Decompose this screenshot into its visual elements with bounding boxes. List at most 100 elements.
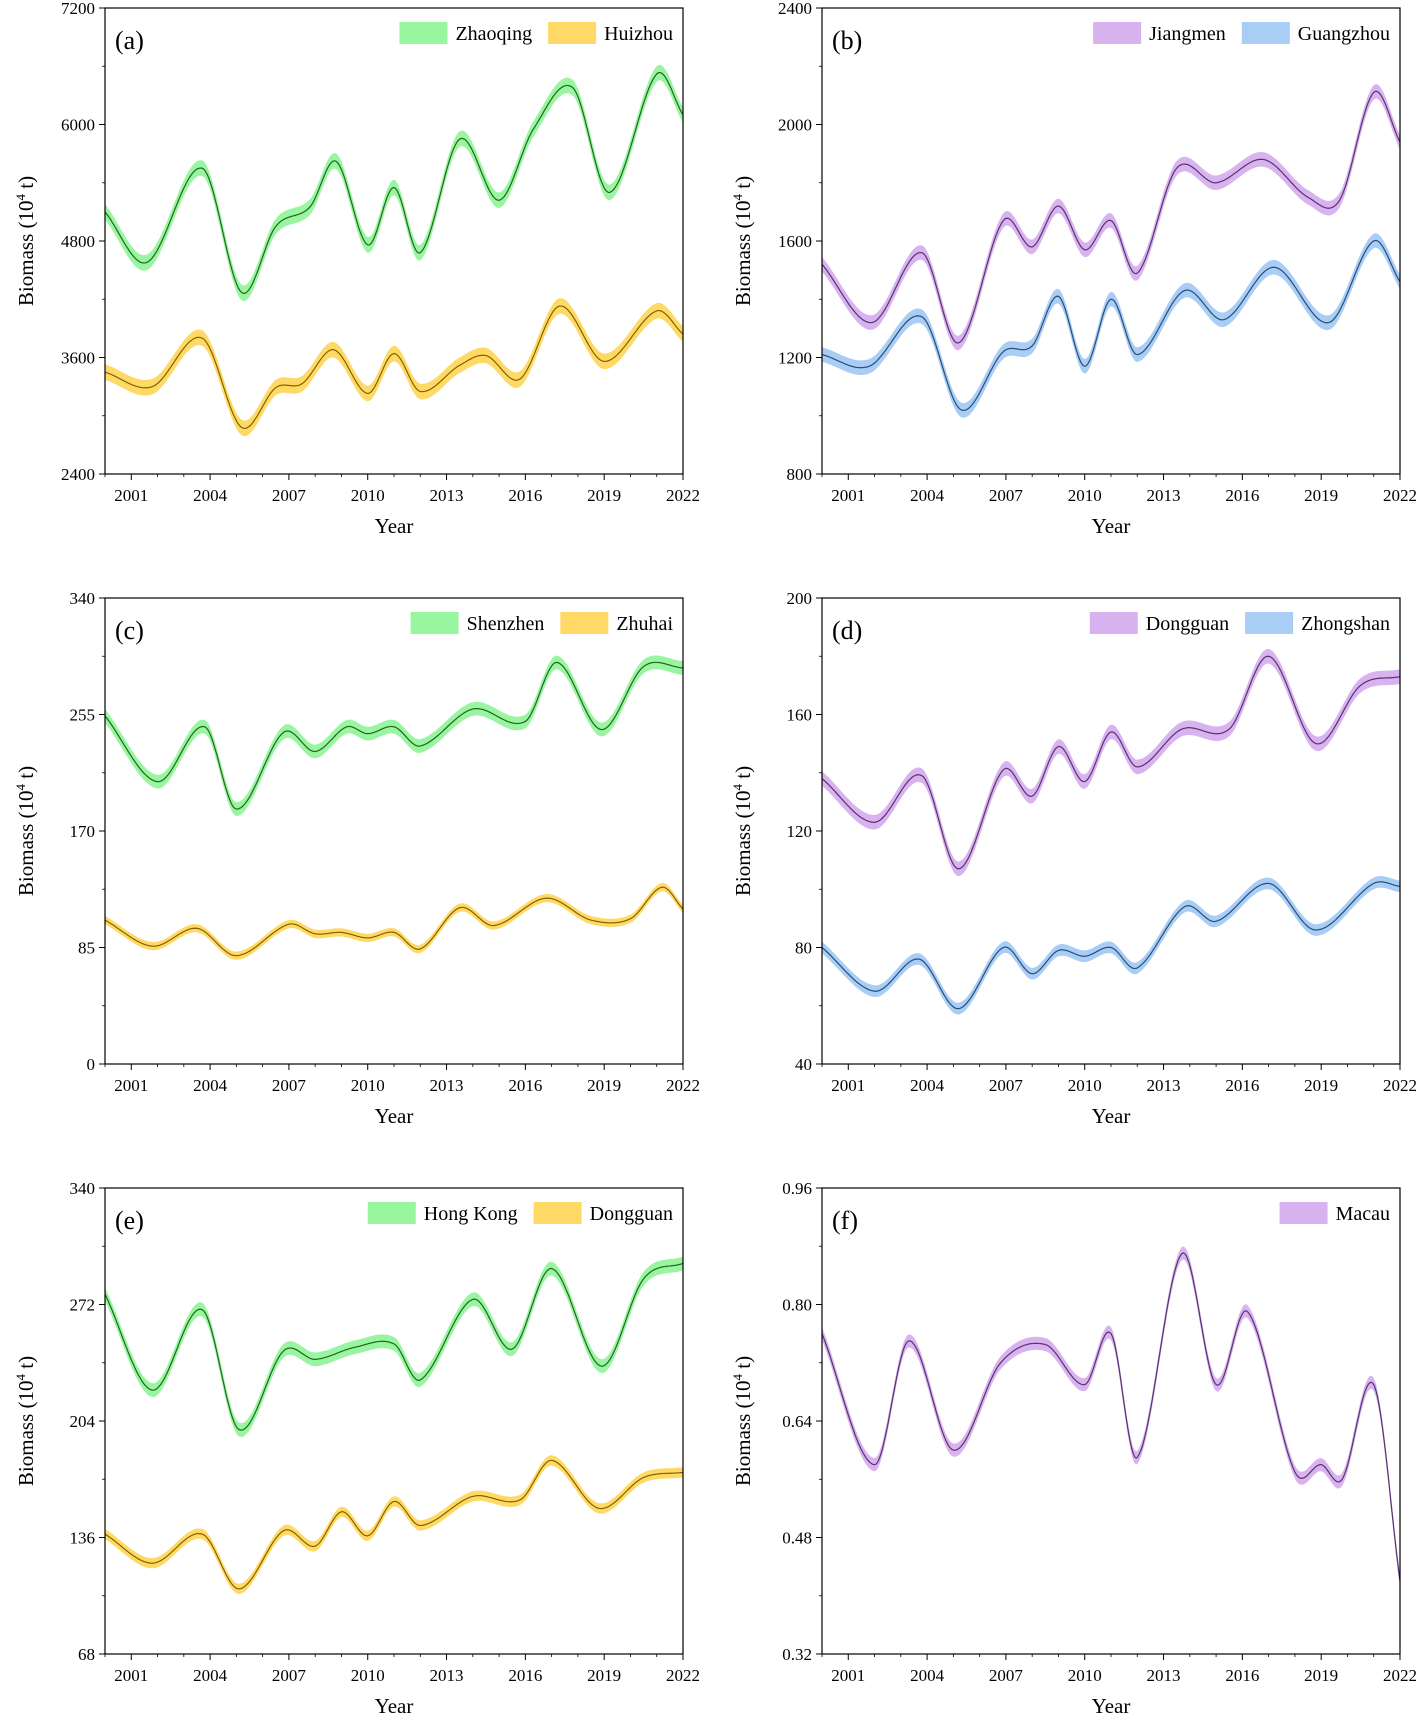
series-line-core [105, 305, 683, 429]
x-tick-label: 2004 [193, 486, 228, 505]
legend: Huizhou Zhaoqing [399, 22, 673, 45]
legend: Dongguan Hong Kong [367, 1202, 673, 1225]
plot-area [822, 649, 1400, 1015]
y-axis-title: Biomass (104 t) [730, 1356, 755, 1486]
x-tick-label: 2010 [351, 1666, 385, 1685]
y-tick-label: 136 [70, 1529, 96, 1548]
y-axis-title: Biomass (104 t) [730, 766, 755, 896]
legend-label: Dongguan [1146, 613, 1229, 635]
y-tick-label: 272 [70, 1296, 96, 1315]
legend-label: Dongguan [590, 1203, 673, 1225]
chart-panel: 2001 2004 2007 2010 2013 2016 2019 2022 40 80 120 1… [730, 589, 1417, 1128]
plot-frame [821, 7, 1401, 475]
y-tick-label: 255 [70, 706, 96, 725]
x-tick-label: 2022 [666, 1666, 700, 1685]
series-band [822, 84, 1400, 351]
y-tick-label: 340 [70, 1179, 96, 1198]
series-line [105, 661, 683, 810]
legend-label: Huizhou [604, 23, 673, 45]
x-tick-label: 2013 [1147, 486, 1181, 505]
series-line [105, 1459, 683, 1590]
x-tick-label: 2010 [1068, 1076, 1102, 1095]
x-tick-label: 2004 [910, 486, 945, 505]
x-tick-label: 2001 [114, 1076, 148, 1095]
y-tick-label: 0.48 [782, 1529, 812, 1548]
x-tick-label: 2016 [1225, 1666, 1259, 1685]
legend-swatch [367, 1202, 416, 1224]
legend-swatch [1245, 612, 1294, 634]
x-tick-label: 2001 [831, 1666, 865, 1685]
plot-frame [821, 597, 1401, 1065]
legend-label: Jiangmen [1149, 23, 1226, 45]
legend-label: Shenzhen [467, 613, 545, 635]
plot-area [822, 84, 1400, 418]
x-tick-label: 2010 [351, 486, 385, 505]
series-band [822, 876, 1400, 1015]
y-tick-label: 0 [87, 1055, 96, 1074]
legend: Zhongshan Dongguan [1089, 612, 1390, 635]
x-axis-title: Year [375, 514, 414, 538]
legend-swatch [1241, 22, 1290, 44]
y-axis-title: Biomass (104 t) [730, 176, 755, 306]
legend: Guangzhou Jiangmen [1093, 22, 1390, 45]
x-tick-label: 2019 [1304, 1076, 1338, 1095]
legend-swatch [533, 1202, 582, 1224]
plot-area [105, 64, 683, 437]
x-tick-label: 2010 [1068, 486, 1102, 505]
legend-swatch [1089, 612, 1138, 634]
series-line-core [822, 656, 1400, 870]
x-axis-title: Year [1092, 1104, 1131, 1128]
legend-label: Guangzhou [1298, 23, 1390, 45]
legend-swatch [548, 22, 597, 44]
y-tick-label: 0.32 [782, 1645, 812, 1664]
x-tick-label: 2007 [272, 1666, 307, 1685]
series-line-core [822, 90, 1400, 344]
y-tick-label: 2400 [778, 0, 812, 18]
x-tick-label: 2016 [508, 1666, 542, 1685]
series-band [822, 1246, 1400, 1588]
x-tick-label: 2007 [989, 1076, 1024, 1095]
series-band [822, 233, 1400, 418]
x-tick-label: 2013 [430, 1666, 464, 1685]
legend-swatch [560, 612, 609, 634]
x-tick-label: 2022 [666, 486, 700, 505]
panel-label: (c) [115, 616, 144, 645]
y-tick-label: 40 [795, 1055, 812, 1074]
plot-area [822, 1246, 1400, 1588]
y-tick-label: 3600 [61, 349, 95, 368]
series-line [105, 305, 683, 430]
x-tick-label: 2019 [1304, 486, 1338, 505]
x-tick-label: 2004 [910, 1076, 945, 1095]
x-tick-label: 2007 [989, 486, 1024, 505]
y-tick-label: 0.96 [782, 1179, 812, 1198]
legend-label: Hong Kong [424, 1203, 518, 1225]
series-band [105, 1455, 683, 1594]
x-tick-label: 2007 [989, 1666, 1024, 1685]
y-axis-title: Biomass (104 t) [13, 176, 38, 306]
y-tick-label: 0.64 [782, 1412, 812, 1431]
y-tick-label: 0.80 [782, 1296, 812, 1315]
series-line-core [822, 1252, 1400, 1582]
legend-swatch [1093, 22, 1142, 44]
x-tick-label: 2013 [430, 1076, 464, 1095]
plot-frame [104, 597, 684, 1065]
x-tick-label: 2016 [508, 1076, 542, 1095]
y-axis-title: Biomass (104 t) [13, 766, 38, 896]
x-tick-label: 2022 [1383, 486, 1417, 505]
x-tick-label: 2019 [1304, 1666, 1338, 1685]
x-tick-label: 2010 [1068, 1666, 1102, 1685]
series-band [105, 64, 683, 302]
x-axis-title: Year [375, 1694, 414, 1718]
x-tick-label: 2001 [114, 1666, 148, 1685]
legend-swatch [1279, 1202, 1328, 1224]
y-tick-label: 80 [795, 939, 812, 958]
series-band [105, 298, 683, 437]
x-tick-label: 2019 [587, 486, 621, 505]
y-tick-label: 120 [787, 822, 813, 841]
plot-frame [104, 7, 684, 475]
legend-label: Macau [1336, 1203, 1390, 1225]
y-axis-title: Biomass (104 t) [13, 1356, 38, 1486]
y-tick-label: 1200 [778, 349, 812, 368]
legend-label: Zhongshan [1301, 613, 1390, 635]
series-band [822, 649, 1400, 877]
